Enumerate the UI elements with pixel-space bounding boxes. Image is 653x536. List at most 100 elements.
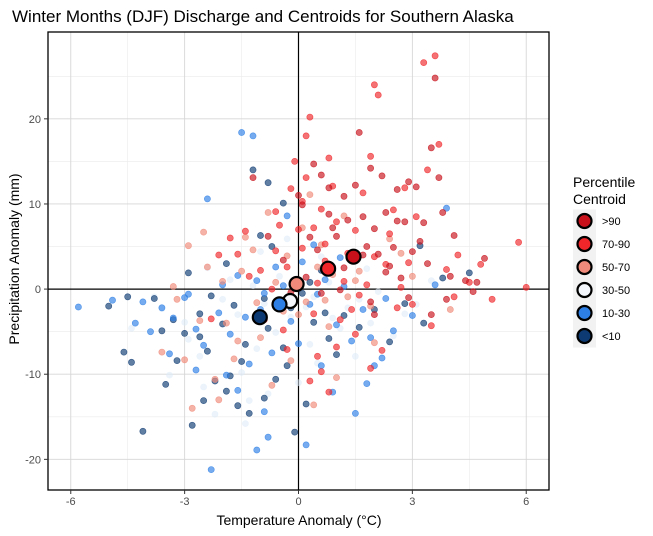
point-p10_30	[367, 334, 374, 341]
point-p30_50	[184, 335, 192, 343]
point-p30_50	[317, 253, 325, 261]
point-p70_90	[386, 230, 393, 238]
point-p50_70	[355, 267, 363, 275]
point-p50_70	[158, 348, 166, 356]
point-p10_30	[234, 386, 242, 394]
point-p70_90	[397, 283, 405, 291]
point-p70_90	[522, 283, 530, 291]
point-p70_90	[336, 316, 344, 324]
point-gt90	[397, 274, 405, 282]
point-p10_30	[378, 354, 386, 362]
point-p50_70	[169, 283, 177, 290]
point-lt10	[184, 269, 192, 277]
point-p10_30	[253, 446, 261, 454]
point-gt90	[427, 311, 435, 318]
point-p70_90	[340, 277, 348, 285]
point-lt10	[386, 338, 393, 346]
y-axis-ticks: -20 -10 0 10 20	[25, 114, 48, 466]
legend-key-p10_30	[576, 304, 593, 322]
point-lt10	[249, 166, 257, 174]
point-gt90	[382, 209, 390, 216]
point-p30_50	[257, 248, 264, 255]
point-p50_70	[351, 277, 359, 284]
point-lt10	[340, 312, 348, 319]
point-lt10	[120, 348, 128, 356]
legend-label-p50_70: 50-70	[602, 262, 630, 274]
point-p50_70	[310, 401, 318, 409]
point-gt90	[462, 277, 469, 284]
x-tick-label: 0	[295, 496, 301, 508]
point-p50_70	[325, 323, 333, 330]
point-p10_30	[241, 313, 249, 321]
point-p70_90	[420, 59, 428, 66]
point-p70_90	[401, 184, 409, 192]
point-lt10	[128, 358, 135, 366]
point-p70_90	[424, 166, 431, 174]
point-gt90	[386, 262, 393, 270]
point-gt90	[389, 243, 397, 251]
point-p10_30	[336, 254, 344, 261]
legend-label-p30_50: 30-50	[602, 285, 630, 297]
point-p10_30	[317, 362, 325, 370]
point-lt10	[139, 427, 147, 435]
point-lt10	[302, 400, 310, 408]
point-p10_30	[139, 298, 147, 306]
point-p70_90	[302, 174, 310, 181]
point-lt10	[124, 293, 132, 301]
point-lt10	[260, 394, 268, 402]
point-gt90	[336, 286, 344, 294]
point-gt90	[359, 213, 367, 221]
x-tick-label: 3	[409, 496, 415, 508]
point-gt90	[439, 209, 447, 216]
point-p70_90	[257, 266, 264, 274]
point-p10_30	[310, 241, 318, 249]
point-p70_90	[272, 247, 280, 255]
point-p70_90	[367, 152, 374, 160]
point-p10_30	[222, 371, 230, 379]
point-lt10	[188, 421, 196, 429]
legend-label-lt10: <10	[602, 331, 621, 343]
point-p70_90	[435, 140, 443, 148]
legend-label-p70_90: 70-90	[602, 239, 630, 251]
point-p70_90	[408, 300, 416, 308]
x-tick-label: -6	[66, 496, 76, 508]
point-gt90	[370, 225, 378, 233]
point-p70_90	[325, 154, 333, 162]
point-p70_90	[317, 205, 325, 213]
point-p30_50	[238, 369, 245, 376]
point-gt90	[310, 160, 318, 168]
point-lt10	[321, 309, 329, 317]
point-p30_50	[329, 314, 337, 322]
legend-title-line: Percentile	[573, 174, 635, 190]
point-lt10	[355, 323, 363, 331]
point-lt10	[150, 295, 158, 302]
point-lt10	[401, 300, 409, 307]
centroid-p50_70	[288, 275, 305, 293]
point-p70_90	[427, 322, 435, 330]
point-p10_30	[226, 330, 234, 338]
y-tick-label: -10	[25, 369, 41, 381]
point-p10_30	[249, 132, 257, 140]
point-p70_90	[333, 343, 340, 351]
point-p10_30	[260, 408, 268, 416]
point-p10_30	[207, 466, 215, 473]
point-gt90	[264, 232, 272, 240]
point-p70_90	[276, 221, 283, 229]
point-p50_70	[370, 339, 378, 347]
chart-title: Winter Months (DJF) Discharge and Centro…	[12, 7, 514, 26]
legend-key-p50_70	[576, 258, 593, 276]
legend-label-p10_30: 10-30	[602, 308, 630, 320]
x-axis-title: Temperature Anomaly (°C)	[216, 512, 381, 528]
point-p10_30	[321, 276, 329, 284]
point-p70_90	[310, 224, 318, 232]
point-p10_30	[382, 295, 390, 302]
point-p10_30	[234, 272, 242, 279]
point-gt90	[443, 295, 450, 303]
point-lt10	[310, 318, 318, 326]
point-p10_30	[302, 441, 310, 449]
centroid-markers	[251, 248, 362, 326]
point-p10_30	[351, 409, 359, 417]
point-lt10	[298, 289, 306, 297]
point-p70_90	[295, 226, 302, 233]
